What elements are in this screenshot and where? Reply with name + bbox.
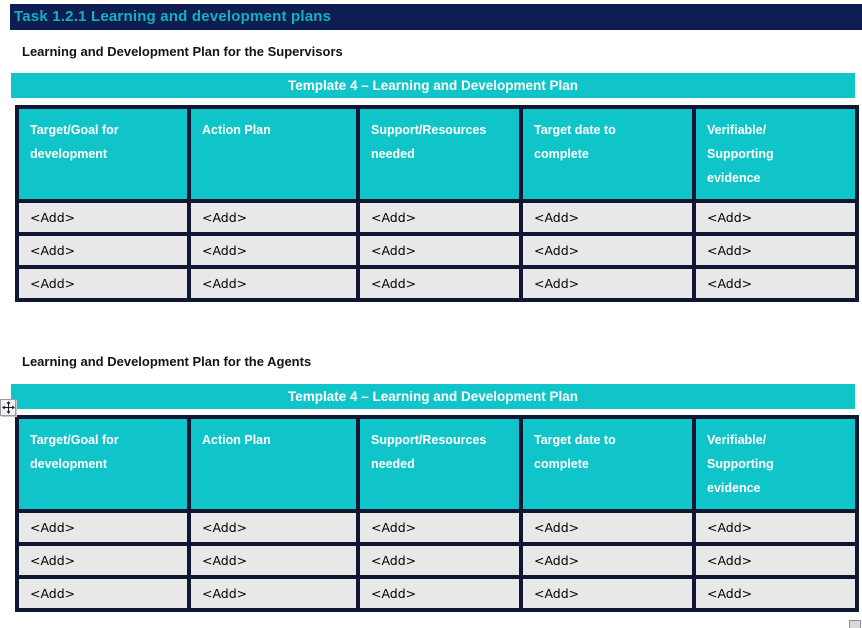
add-cell[interactable]: <Add> [187, 232, 360, 269]
add-cell[interactable]: <Add> [356, 199, 523, 236]
table-row: <Add> <Add> <Add> <Add> <Add> [15, 542, 859, 579]
column-header-target-date: Target date to complete [519, 415, 696, 513]
column-header-verifiable-evidence: Verifiable/ Supporting evidence [692, 415, 859, 513]
add-cell[interactable]: <Add> [15, 542, 191, 579]
table-row: <Add> <Add> <Add> <Add> <Add> [15, 509, 859, 546]
add-cell[interactable]: <Add> [356, 232, 523, 269]
add-cell[interactable]: <Add> [692, 542, 859, 579]
add-cell[interactable]: <Add> [187, 542, 360, 579]
add-cell[interactable]: <Add> [15, 509, 191, 546]
heading-supervisors: Learning and Development Plan for the Su… [22, 44, 343, 59]
add-cell[interactable]: <Add> [15, 232, 191, 269]
column-header-target-goal: Target/Goal for development [15, 105, 191, 203]
table-supervisors: Target/Goal for development Action Plan … [15, 105, 859, 302]
column-header-target-date: Target date to complete [519, 105, 696, 203]
table-header-row: Target/Goal for development Action Plan … [15, 105, 859, 203]
page-title: Task 1.2.1 Learning and development plan… [14, 8, 332, 25]
column-header-verifiable-evidence: Verifiable/ Supporting evidence [692, 105, 859, 203]
add-cell[interactable]: <Add> [187, 199, 360, 236]
add-cell[interactable]: <Add> [187, 575, 360, 612]
add-cell[interactable]: <Add> [519, 199, 696, 236]
add-cell[interactable]: <Add> [692, 575, 859, 612]
add-cell[interactable]: <Add> [356, 575, 523, 612]
table-row: <Add> <Add> <Add> <Add> <Add> [15, 232, 859, 269]
task-title-bar: Task 1.2.1 Learning and development plan… [10, 4, 862, 30]
template-banner-agents: Template 4 – Learning and Development Pl… [11, 384, 855, 409]
add-cell[interactable]: <Add> [187, 509, 360, 546]
add-cell[interactable]: <Add> [519, 232, 696, 269]
table-header-row: Target/Goal for development Action Plan … [15, 415, 859, 513]
column-header-support-resources: Support/Resources needed [356, 415, 523, 513]
column-header-target-goal: Target/Goal for development [15, 415, 191, 513]
add-cell[interactable]: <Add> [519, 542, 696, 579]
add-cell[interactable]: <Add> [692, 509, 859, 546]
heading-agents: Learning and Development Plan for the Ag… [22, 354, 312, 369]
add-cell[interactable]: <Add> [692, 265, 859, 302]
add-cell[interactable]: <Add> [356, 542, 523, 579]
add-cell[interactable]: <Add> [15, 575, 191, 612]
add-cell[interactable]: <Add> [692, 232, 859, 269]
column-header-support-resources: Support/Resources needed [356, 105, 523, 203]
move-arrows-icon [1, 401, 15, 414]
table-row: <Add> <Add> <Add> <Add> <Add> [15, 575, 859, 612]
add-cell[interactable]: <Add> [15, 265, 191, 302]
add-cell[interactable]: <Add> [692, 199, 859, 236]
add-cell[interactable]: <Add> [519, 575, 696, 612]
add-cell[interactable]: <Add> [519, 509, 696, 546]
column-header-action-plan: Action Plan [187, 105, 360, 203]
table-row: <Add> <Add> <Add> <Add> <Add> [15, 199, 859, 236]
table-resize-handle[interactable] [849, 620, 861, 628]
column-header-action-plan: Action Plan [187, 415, 360, 513]
table-agents: Target/Goal for development Action Plan … [15, 415, 859, 612]
add-cell[interactable]: <Add> [356, 509, 523, 546]
table-row: <Add> <Add> <Add> <Add> <Add> [15, 265, 859, 302]
table-move-handle[interactable] [0, 399, 16, 416]
template-banner-supervisors: Template 4 – Learning and Development Pl… [11, 73, 855, 98]
add-cell[interactable]: <Add> [15, 199, 191, 236]
add-cell[interactable]: <Add> [519, 265, 696, 302]
add-cell[interactable]: <Add> [187, 265, 360, 302]
add-cell[interactable]: <Add> [356, 265, 523, 302]
